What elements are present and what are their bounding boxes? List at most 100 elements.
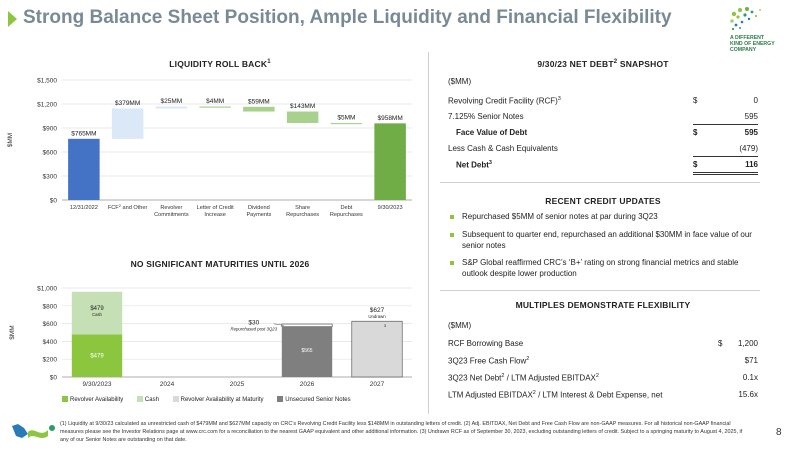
data-label: $4MM xyxy=(206,98,224,105)
category-label-line2: Repurchases xyxy=(330,212,363,218)
multiples-row-label-rest: / LTM Adjusted EBITDAX xyxy=(504,373,596,383)
slide-title: Strong Balance Sheet Position, Ample Liq… xyxy=(23,7,672,28)
legend-swatch-senior-notes xyxy=(277,396,284,402)
credit-update-bullet: S&P Global reaffirmed CRC’s ‘B+’ rating … xyxy=(450,258,757,279)
y-tick-label: $900 xyxy=(43,126,58,133)
data-label: $5MM xyxy=(337,114,355,121)
net-debt-row-label: Face Value of Debt xyxy=(456,128,528,137)
net-debt-row-label: Revolving Credit Facility (RCF)3 xyxy=(448,96,561,106)
multiples-row-label-sup: 2 xyxy=(501,373,505,379)
net-debt-row: 7.125% Senior Notes 595 xyxy=(448,112,758,125)
data-label: $379MM xyxy=(115,100,140,107)
bullet-icon xyxy=(450,261,454,265)
page-number: 8 xyxy=(776,427,782,438)
bullet-icon xyxy=(450,233,454,237)
data-label: $479 xyxy=(90,306,104,312)
waterfall-bar xyxy=(155,106,188,109)
y-tick-label: $800 xyxy=(43,303,58,310)
net-debt-heading-text: 9/30/23 NET DEBT xyxy=(537,59,614,69)
legend-item-senior-notes: Unsecured Senior Notes xyxy=(277,396,351,403)
legend-swatch-revolver-maturity xyxy=(172,396,179,402)
liquidity-chart: $0 $300 $600 $900 $1,200 $1,500 $MM $765MM 12/31… xyxy=(7,78,412,218)
multiples-row-label: LTM Adjusted EBITDAX2 / LTM Interest & D… xyxy=(448,390,662,400)
data-label: $765MM xyxy=(71,130,96,137)
liquidity-heading: LIQUIDITY ROLL BACK1 xyxy=(120,59,320,69)
y-tick-label: $600 xyxy=(43,150,58,157)
column-divider xyxy=(428,52,429,414)
multiples-row-dollar: $ xyxy=(718,339,723,348)
y-tick-label: $200 xyxy=(43,357,58,364)
multiples-row-value: $71 xyxy=(744,356,758,365)
data-label: $30 xyxy=(248,319,259,326)
data-label: $59MM xyxy=(248,98,270,105)
data-label: $25MM xyxy=(161,98,183,105)
footer-logo-dot-icon xyxy=(49,425,55,431)
bullet-icon xyxy=(450,215,454,219)
waterfall-bar xyxy=(68,138,100,200)
category-label: 2027 xyxy=(370,381,385,388)
logo-text-3: COMPANY xyxy=(730,47,757,53)
net-debt-row: Revolving Credit Facility (RCF)3 $ 0 xyxy=(448,96,758,109)
multiples-units-label: ($MM) xyxy=(448,321,472,330)
net-debt-row-label-sup: 3 xyxy=(557,96,561,102)
legend-swatch-revolver xyxy=(62,396,68,402)
footnote: (1) Liquidity at 9/30/23 calculated as u… xyxy=(60,421,743,443)
waterfall-bar xyxy=(243,106,275,112)
net-debt-row: Less Cash & Cash Equivalents (479) xyxy=(448,144,758,157)
section-divider xyxy=(440,290,760,291)
maturities-chart: $0 $200 $400 $600 $800 $1,000 $MM 9/30/2023 2024… xyxy=(9,286,412,388)
multiples-row: 3Q23 Net Debt2 / LTM Adjusted EBITDAX2 0… xyxy=(448,373,758,386)
multiples-row-value: 1,200 xyxy=(737,339,758,348)
repurchased-notes-segment xyxy=(281,323,333,328)
y-tick-label: $400 xyxy=(43,339,58,346)
multiples-row-label-sup: 2 xyxy=(532,390,536,396)
y-tick-label: $300 xyxy=(43,174,58,181)
multiples-row-label-sup2: 2 xyxy=(595,373,599,379)
net-debt-row-value: 595 xyxy=(744,128,758,137)
section-divider xyxy=(440,182,760,183)
waterfall-bar xyxy=(286,111,319,123)
liquidity-heading-text: LIQUIDITY ROLL BACK xyxy=(169,59,268,69)
multiples-row-label: 3Q23 Net Debt2 / LTM Adjusted EBITDAX2 xyxy=(448,373,599,383)
net-debt-row-value: 0 xyxy=(753,96,758,105)
multiples-row-label-text: 3Q23 Free Cash Flow xyxy=(448,356,527,366)
net-debt-row-value: 116 xyxy=(745,160,758,169)
waterfall-bar xyxy=(330,122,363,125)
category-label: 12/31/2022 xyxy=(70,205,98,211)
annotation-undrawn: Undrawn xyxy=(368,314,386,319)
credit-update-bullet: Repurchased $5MM of senior notes at par … xyxy=(450,212,757,223)
data-label: 3 xyxy=(384,323,387,328)
waterfall-bar xyxy=(199,106,231,108)
y-axis-label: $MM xyxy=(7,133,14,147)
category-label: 2024 xyxy=(160,381,175,388)
footer-logo-ca-icon xyxy=(12,424,28,438)
multiples-row: 3Q23 Free Cash Flow2 $71 xyxy=(448,356,758,369)
legend-label-cash: Cash xyxy=(144,396,159,403)
net-debt-heading: 9/30/23 NET DEBT2 SNAPSHOT xyxy=(448,59,758,69)
credit-update-text: Repurchased $5MM of senior notes at par … xyxy=(462,212,658,221)
net-debt-row-value: 595 xyxy=(744,112,758,121)
maturities-heading: NO SIGNIFICANT MATURITIES UNTIL 2026 xyxy=(130,259,310,269)
legend-label-senior-notes: Unsecured Senior Notes xyxy=(285,396,351,403)
category-label-line2: Payments xyxy=(246,212,271,218)
legend-item-revolver-maturity: Revolver Availability at Maturity xyxy=(172,396,264,403)
category-label: Revolver xyxy=(160,205,182,211)
legend-label-revolver-maturity: Revolver Availability at Maturity xyxy=(180,396,264,403)
multiples-row-label: RCF Borrowing Base xyxy=(448,339,524,348)
data-label: $958MM xyxy=(377,115,402,122)
multiples-row-label-text: 3Q23 Net Debt xyxy=(448,373,502,383)
category-label: Dividend xyxy=(248,205,270,211)
stacked-bar-segment xyxy=(351,320,403,378)
net-debt-row-label-sup: 3 xyxy=(488,160,492,166)
y-tick-label: $0 xyxy=(50,375,58,382)
credit-update-text: Subsequent to quarter end, repurchased a… xyxy=(462,230,752,250)
annotation-note: Repurchased post 3Q23 xyxy=(231,326,278,331)
legend-item-cash: Cash xyxy=(136,396,159,403)
category-label-line2: Increase xyxy=(204,212,225,218)
net-debt-row-label-text: Net Debt xyxy=(456,160,489,170)
legend-item-revolver: Revolver Availability xyxy=(62,396,123,403)
legend-swatch-cash xyxy=(136,396,143,402)
y-tick-label: $1,000 xyxy=(37,286,57,293)
y-tick-label: $0 xyxy=(50,198,58,205)
waterfall-bar xyxy=(111,108,144,139)
